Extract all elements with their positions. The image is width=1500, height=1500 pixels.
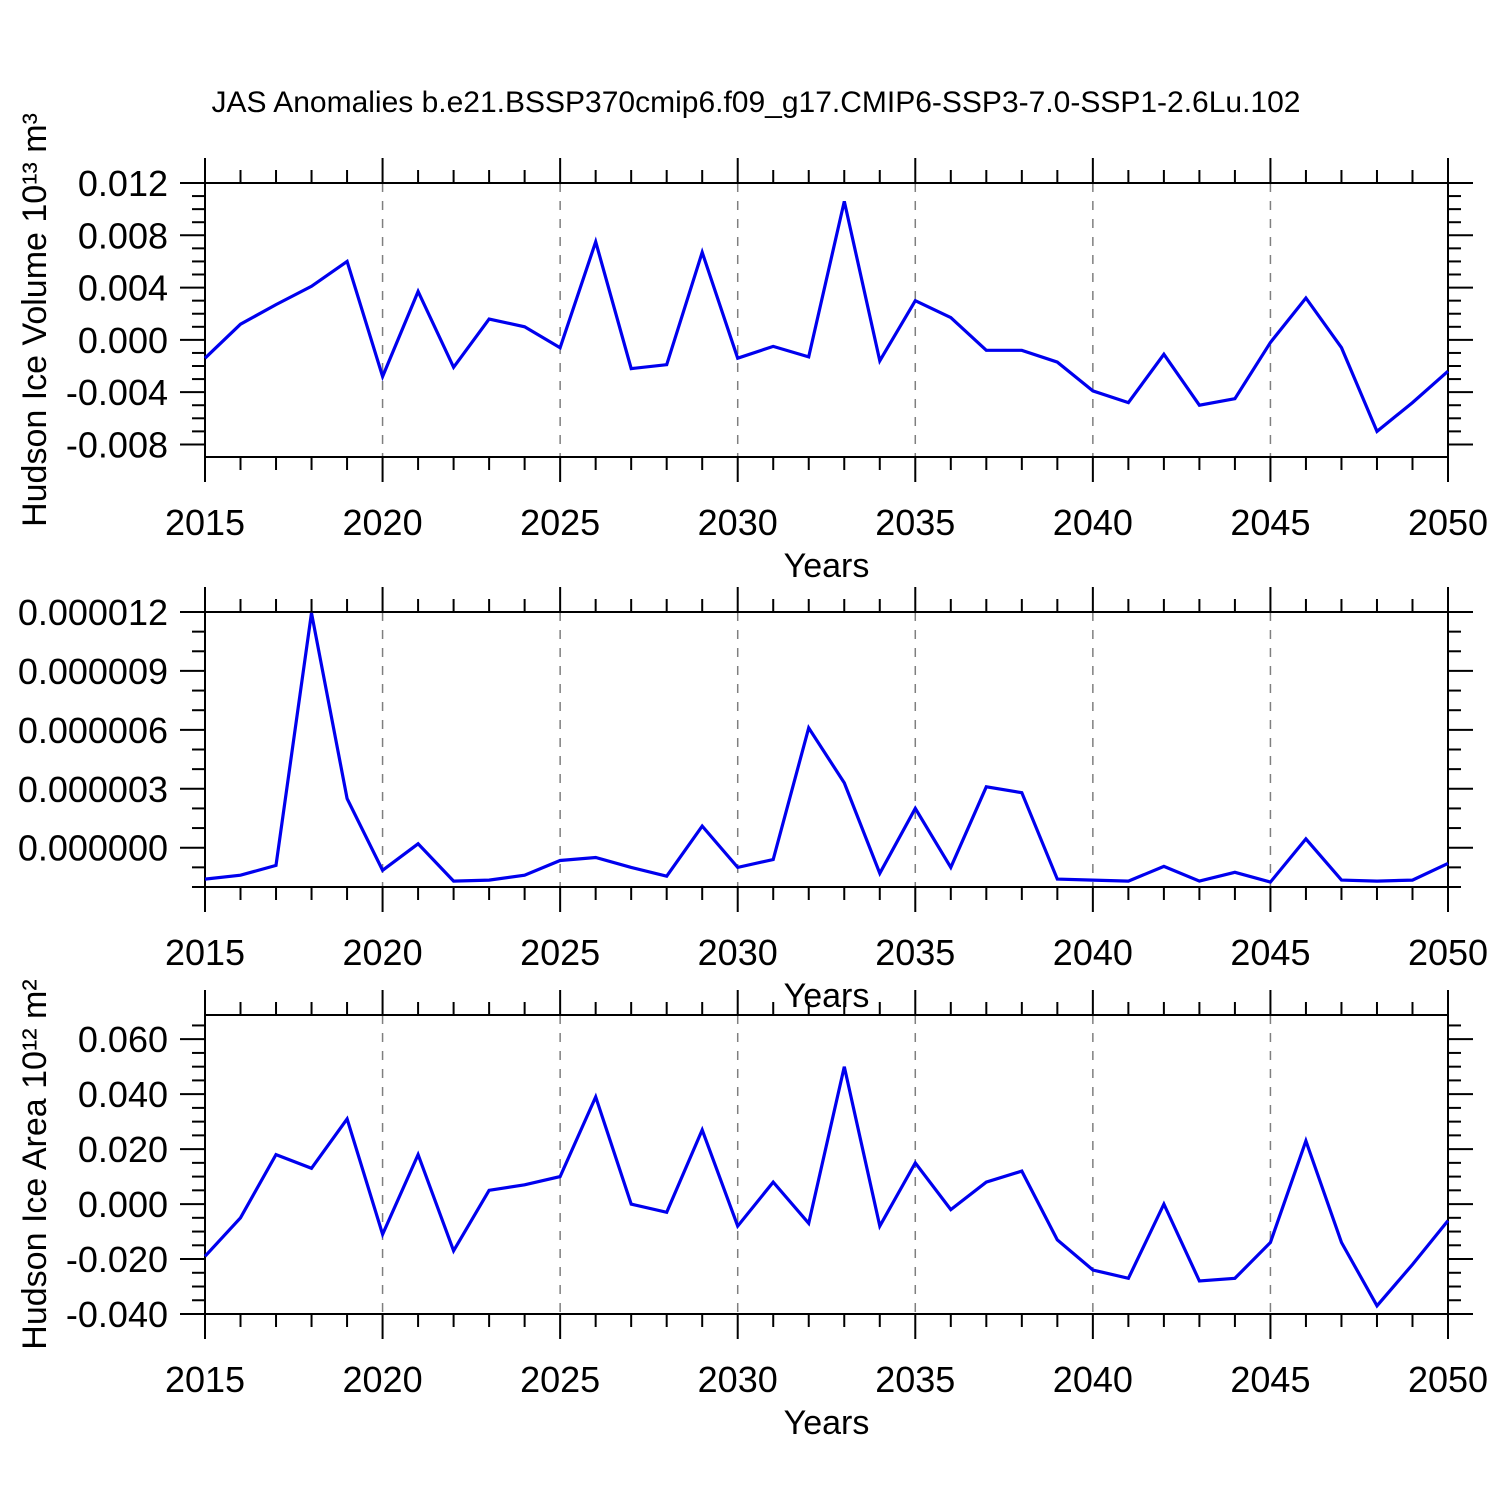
- y-tick-label: 0.008: [78, 215, 168, 256]
- x-tick-label: 2025: [520, 932, 600, 973]
- x-axis-label: Years: [784, 1404, 870, 1442]
- y-tick-label: 0.040: [78, 1074, 168, 1115]
- x-tick-label: 2050: [1408, 1359, 1488, 1400]
- plot-frame: [204, 1014, 1449, 1315]
- y-tick-label: 0.060: [78, 1019, 168, 1060]
- series-line-middle-anomaly: [204, 612, 1449, 884]
- y-tick-label: 0.000012: [18, 592, 168, 633]
- panel-hudson-ice-volume: 0.012 0.008 0.004 0.000 -0.004 -0.008 2015 2020…: [16, 113, 1488, 585]
- panel-middle-anomaly: 0.000012 0.000009 0.000006 0.000003 0.000000…: [18, 587, 1488, 1015]
- x-tick-label: 2015: [165, 502, 245, 543]
- y-ticks: [180, 611, 1473, 888]
- x-axis-label: Years: [784, 977, 870, 1015]
- x-tick-label: 2035: [875, 1359, 955, 1400]
- y-ticks: [180, 182, 1473, 446]
- x-tick-label: 2040: [1053, 502, 1133, 543]
- y-axis-label: Hudson Ice Area 10¹² m²: [16, 979, 54, 1349]
- series-line-hudson-ice-volume: [203, 200, 1450, 434]
- y-tick-label: 0.000000: [18, 828, 168, 869]
- y-tick-label: 0.000006: [18, 710, 168, 751]
- x-tick-label: 2015: [165, 1359, 245, 1400]
- y-tick-label: -0.040: [66, 1294, 168, 1335]
- plot-frame: [204, 182, 1449, 458]
- y-ticks: [180, 1024, 1473, 1315]
- y-tick-label: -0.020: [66, 1239, 168, 1280]
- x-tick-label: 2015: [165, 932, 245, 973]
- x-tick-label: 2030: [698, 1359, 778, 1400]
- x-tick-label: 2025: [520, 1359, 600, 1400]
- x-tick-label: 2045: [1230, 932, 1310, 973]
- y-tick-label: 0.000: [78, 1184, 168, 1225]
- x-ticks: [204, 990, 1449, 1339]
- y-tick-label: 0.000009: [18, 651, 168, 692]
- y-tick-label: 0.012: [78, 163, 168, 204]
- x-tick-label: 2030: [698, 502, 778, 543]
- x-tick-label: 2020: [343, 502, 423, 543]
- x-tick-label: 2045: [1230, 1359, 1310, 1400]
- y-tick-label: 0.004: [78, 268, 168, 309]
- x-tick-label: 2020: [343, 1359, 423, 1400]
- x-tick-label: 2040: [1053, 932, 1133, 973]
- panel-hudson-ice-area: 0.060 0.040 0.020 0.000 -0.020 -0.040 2015 2020…: [16, 979, 1488, 1442]
- y-axis-label: Hudson Ice Volume 10¹³ m³: [16, 113, 54, 527]
- y-tick-label: 0.000: [78, 320, 168, 361]
- y-tick-label: 0.020: [78, 1129, 168, 1170]
- y-tick-label: -0.004: [66, 372, 168, 413]
- x-tick-label: 2045: [1230, 502, 1310, 543]
- x-ticks: [204, 587, 1449, 912]
- x-tick-label: 2020: [343, 932, 423, 973]
- x-tick-label: 2035: [875, 932, 955, 973]
- x-tick-label: 2040: [1053, 1359, 1133, 1400]
- x-tick-label: 2050: [1408, 502, 1488, 543]
- x-tick-label: 2030: [698, 932, 778, 973]
- x-ticks: [204, 158, 1449, 482]
- x-tick-label: 2025: [520, 502, 600, 543]
- chart-title: JAS Anomalies b.e21.BSSP370cmip6.f09_g17…: [212, 86, 1301, 119]
- y-tick-label: 0.000003: [18, 769, 168, 810]
- y-tick-label: -0.008: [66, 424, 168, 465]
- x-tick-label: 2035: [875, 502, 955, 543]
- x-axis-label: Years: [784, 547, 870, 585]
- x-tick-label: 2050: [1408, 932, 1488, 973]
- series-line-hudson-ice-area: [203, 1066, 1450, 1309]
